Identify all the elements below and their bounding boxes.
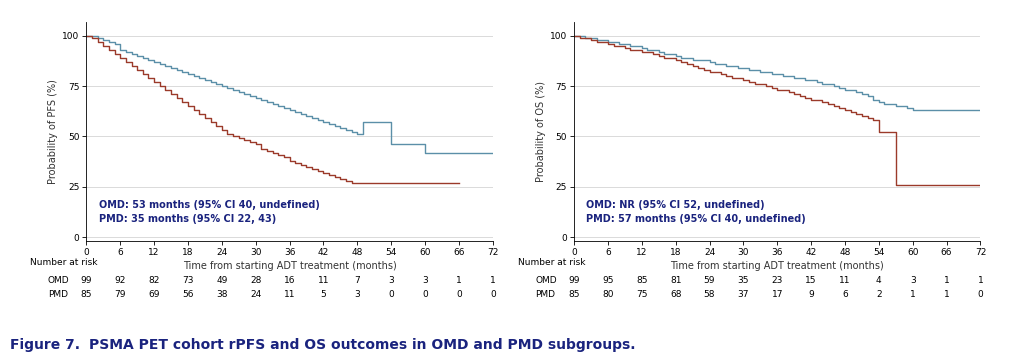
- Text: 24: 24: [250, 290, 261, 299]
- Text: 82: 82: [148, 276, 160, 285]
- Text: 28: 28: [250, 276, 261, 285]
- Text: 59: 59: [704, 276, 715, 285]
- X-axis label: Time from starting ADT treatment (months): Time from starting ADT treatment (months…: [183, 261, 396, 271]
- Text: 95: 95: [602, 276, 614, 285]
- Text: 0: 0: [977, 290, 983, 299]
- Text: 38: 38: [216, 290, 228, 299]
- Text: 68: 68: [670, 290, 682, 299]
- Y-axis label: Probability of OS (%): Probability of OS (%): [535, 81, 546, 182]
- Text: 58: 58: [704, 290, 715, 299]
- Text: Number at risk: Number at risk: [518, 258, 585, 267]
- Text: 81: 81: [670, 276, 682, 285]
- Text: 75: 75: [636, 290, 647, 299]
- Text: 11: 11: [283, 290, 296, 299]
- Text: OMD: 53 months (95% CI 40, undefined)
PMD: 35 months (95% CI 22, 43): OMD: 53 months (95% CI 40, undefined) PM…: [99, 200, 319, 224]
- Text: 5: 5: [321, 290, 326, 299]
- Text: 1: 1: [490, 276, 496, 285]
- Text: 3: 3: [388, 276, 394, 285]
- Text: 85: 85: [636, 276, 647, 285]
- Text: 99: 99: [568, 276, 580, 285]
- Text: 49: 49: [216, 276, 228, 285]
- Text: Number at risk: Number at risk: [30, 258, 98, 267]
- Text: 92: 92: [115, 276, 126, 285]
- Text: 0: 0: [423, 290, 428, 299]
- Text: 99: 99: [80, 276, 92, 285]
- Text: 3: 3: [910, 276, 915, 285]
- Text: OMD: OMD: [48, 276, 69, 285]
- Text: 16: 16: [283, 276, 296, 285]
- Text: 0: 0: [456, 290, 461, 299]
- Y-axis label: Probability of PFS (%): Probability of PFS (%): [48, 79, 58, 184]
- Text: 85: 85: [80, 290, 92, 299]
- Text: 4: 4: [876, 276, 882, 285]
- Text: 7: 7: [355, 276, 360, 285]
- Text: OMD: NR (95% CI 52, undefined)
PMD: 57 months (95% CI 40, undefined): OMD: NR (95% CI 52, undefined) PMD: 57 m…: [586, 200, 806, 224]
- Text: 6: 6: [842, 290, 847, 299]
- Text: 73: 73: [182, 276, 194, 285]
- Text: 0: 0: [388, 290, 394, 299]
- Text: 80: 80: [602, 290, 614, 299]
- Text: 17: 17: [771, 290, 783, 299]
- Text: 9: 9: [809, 290, 814, 299]
- Text: 69: 69: [148, 290, 160, 299]
- Text: 1: 1: [910, 290, 915, 299]
- Text: 1: 1: [977, 276, 983, 285]
- Text: Figure 7.: Figure 7.: [10, 338, 80, 352]
- Text: 3: 3: [355, 290, 360, 299]
- Text: 0: 0: [490, 290, 496, 299]
- Text: 23: 23: [771, 276, 783, 285]
- Text: 3: 3: [423, 276, 428, 285]
- Text: 11: 11: [318, 276, 329, 285]
- Text: 2: 2: [876, 290, 882, 299]
- Text: PSMA PET cohort rPFS and OS outcomes in OMD and PMD subgroups.: PSMA PET cohort rPFS and OS outcomes in …: [89, 338, 636, 352]
- Text: 1: 1: [456, 276, 461, 285]
- Text: 11: 11: [839, 276, 850, 285]
- Text: 85: 85: [568, 290, 580, 299]
- Text: PMD: PMD: [535, 290, 556, 299]
- Text: 37: 37: [738, 290, 749, 299]
- Text: OMD: OMD: [535, 276, 557, 285]
- Text: 1: 1: [944, 290, 949, 299]
- Text: 35: 35: [738, 276, 749, 285]
- X-axis label: Time from starting ADT treatment (months): Time from starting ADT treatment (months…: [671, 261, 884, 271]
- Text: 79: 79: [115, 290, 126, 299]
- Text: 1: 1: [944, 276, 949, 285]
- Text: 56: 56: [182, 290, 194, 299]
- Text: 15: 15: [806, 276, 817, 285]
- Text: PMD: PMD: [48, 290, 68, 299]
